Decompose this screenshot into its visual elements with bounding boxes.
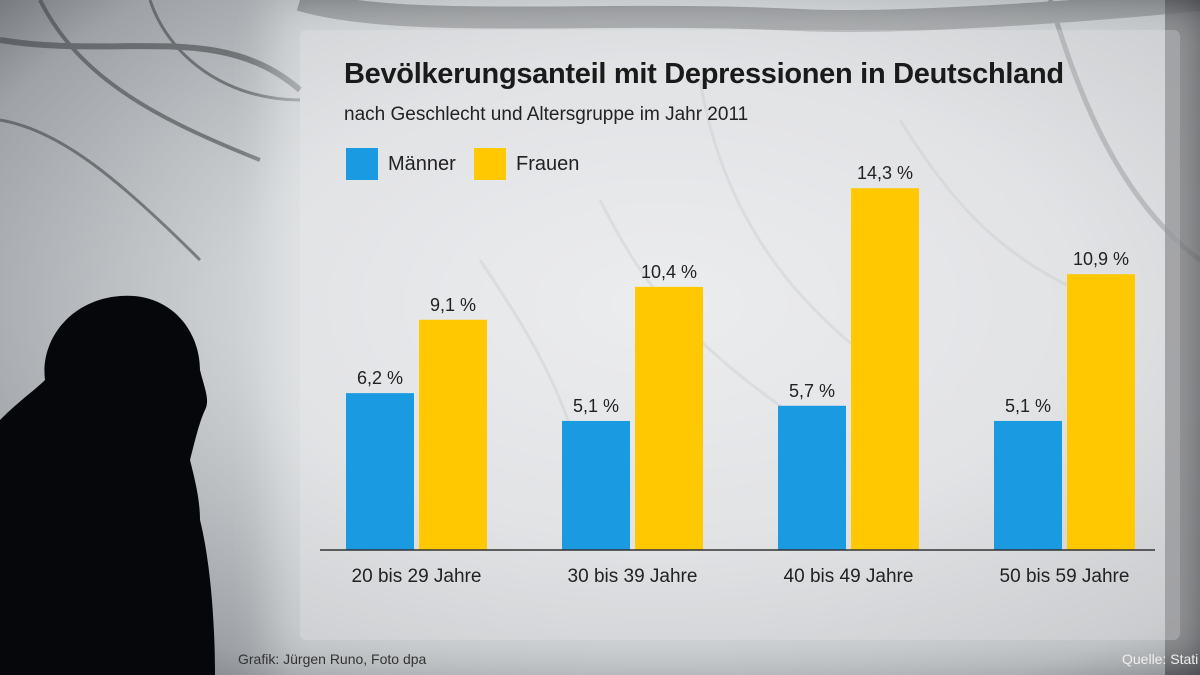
bar-männer-3 xyxy=(778,405,846,550)
bar-männer-4 xyxy=(994,420,1062,550)
x-tick-label: 30 bis 39 Jahre xyxy=(568,566,698,587)
legend-item-maenner: Männer xyxy=(346,148,456,180)
bar-frauen-3 xyxy=(851,188,919,550)
bar-frauen-2 xyxy=(635,286,703,550)
bar-frauen-4 xyxy=(1067,274,1135,550)
data-label: 6,2 % xyxy=(357,368,403,388)
person-silhouette xyxy=(0,295,215,675)
credit-source: Quelle: Stati xyxy=(1122,651,1199,667)
data-label: 5,7 % xyxy=(789,381,835,401)
chart-title: Bevölkerungsanteil mit Depressionen in D… xyxy=(344,58,1064,90)
x-tick-label: 50 bis 59 Jahre xyxy=(1000,566,1130,587)
data-label: 10,4 % xyxy=(641,262,697,282)
bar-männer-1 xyxy=(346,393,414,550)
legend-swatch-frauen xyxy=(474,148,506,180)
data-label: 10,9 % xyxy=(1073,249,1129,269)
legend-item-frauen: Frauen xyxy=(474,148,579,180)
legend-swatch-maenner xyxy=(346,148,378,180)
x-tick-label: 40 bis 49 Jahre xyxy=(784,566,914,587)
data-label: 5,1 % xyxy=(1005,396,1051,416)
bar-männer-2 xyxy=(562,420,630,550)
legend-label-maenner: Männer xyxy=(388,152,456,175)
data-label: 5,1 % xyxy=(573,396,619,416)
chart-subtitle: nach Geschlecht und Altersgruppe im Jahr… xyxy=(344,104,749,125)
credit-graphic: Grafik: Jürgen Runo, Foto dpa xyxy=(238,651,427,667)
x-tick-label: 20 bis 29 Jahre xyxy=(352,566,482,587)
data-label: 9,1 % xyxy=(430,295,476,315)
data-label: 14,3 % xyxy=(857,163,913,183)
bar-frauen-1 xyxy=(419,319,487,550)
legend-label-frauen: Frauen xyxy=(516,152,580,175)
